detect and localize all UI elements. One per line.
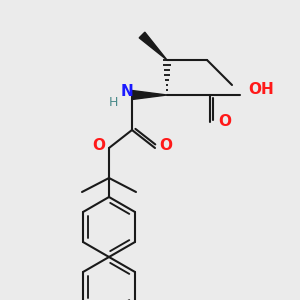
Polygon shape bbox=[132, 91, 167, 100]
Text: O: O bbox=[218, 115, 231, 130]
Text: O: O bbox=[159, 139, 172, 154]
Text: O: O bbox=[92, 137, 105, 152]
Text: N: N bbox=[121, 85, 134, 100]
Polygon shape bbox=[139, 32, 167, 60]
Text: OH: OH bbox=[248, 82, 274, 98]
Text: H: H bbox=[108, 95, 118, 109]
